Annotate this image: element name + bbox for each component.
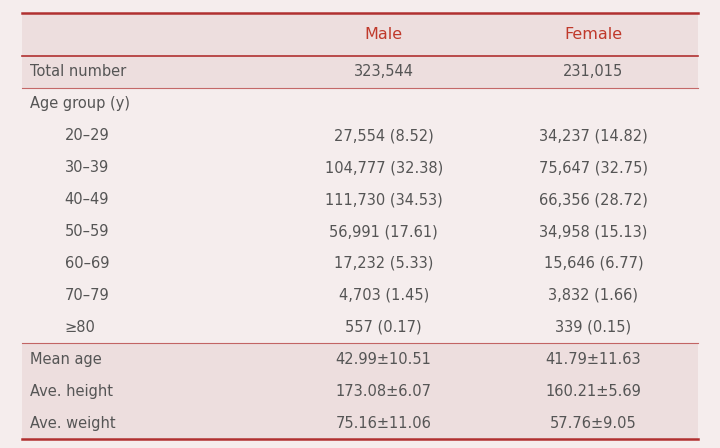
Text: 15,646 (6.77): 15,646 (6.77) — [544, 256, 643, 271]
Text: Female: Female — [564, 27, 623, 42]
Text: 3,832 (1.66): 3,832 (1.66) — [549, 288, 639, 303]
Text: Ave. height: Ave. height — [30, 383, 113, 399]
Text: 17,232 (5.33): 17,232 (5.33) — [334, 256, 433, 271]
Text: Mean age: Mean age — [30, 352, 102, 367]
Text: 557 (0.17): 557 (0.17) — [346, 320, 422, 335]
Text: 75,647 (32.75): 75,647 (32.75) — [539, 160, 648, 175]
Text: Total number: Total number — [30, 65, 127, 79]
Text: 75.16±11.06: 75.16±11.06 — [336, 416, 431, 431]
FancyBboxPatch shape — [22, 343, 698, 375]
Text: 34,958 (15.13): 34,958 (15.13) — [539, 224, 648, 239]
Text: 104,777 (32.38): 104,777 (32.38) — [325, 160, 443, 175]
Text: 42.99±10.51: 42.99±10.51 — [336, 352, 431, 367]
Text: 60–69: 60–69 — [65, 256, 109, 271]
FancyBboxPatch shape — [22, 13, 698, 56]
Text: Ave. weight: Ave. weight — [30, 416, 116, 431]
Text: 30–39: 30–39 — [65, 160, 109, 175]
Text: 173.08±6.07: 173.08±6.07 — [336, 383, 432, 399]
Text: ≥80: ≥80 — [65, 320, 96, 335]
Text: Age group (y): Age group (y) — [30, 96, 130, 112]
Text: 41.79±11.63: 41.79±11.63 — [546, 352, 642, 367]
Text: 70–79: 70–79 — [65, 288, 109, 303]
Text: 57.76±9.05: 57.76±9.05 — [550, 416, 637, 431]
Text: 111,730 (34.53): 111,730 (34.53) — [325, 192, 443, 207]
Text: 27,554 (8.52): 27,554 (8.52) — [334, 128, 433, 143]
Text: 323,544: 323,544 — [354, 65, 414, 79]
Text: Male: Male — [364, 27, 402, 42]
Text: 34,237 (14.82): 34,237 (14.82) — [539, 128, 648, 143]
Text: 40–49: 40–49 — [65, 192, 109, 207]
Text: 20–29: 20–29 — [65, 128, 109, 143]
Text: 4,703 (1.45): 4,703 (1.45) — [338, 288, 429, 303]
FancyBboxPatch shape — [22, 56, 698, 88]
Text: 56,991 (17.61): 56,991 (17.61) — [329, 224, 438, 239]
Text: 66,356 (28.72): 66,356 (28.72) — [539, 192, 648, 207]
Text: 339 (0.15): 339 (0.15) — [555, 320, 631, 335]
FancyBboxPatch shape — [22, 407, 698, 439]
FancyBboxPatch shape — [22, 375, 698, 407]
Text: 231,015: 231,015 — [563, 65, 624, 79]
Text: 160.21±5.69: 160.21±5.69 — [546, 383, 642, 399]
Text: 50–59: 50–59 — [65, 224, 109, 239]
